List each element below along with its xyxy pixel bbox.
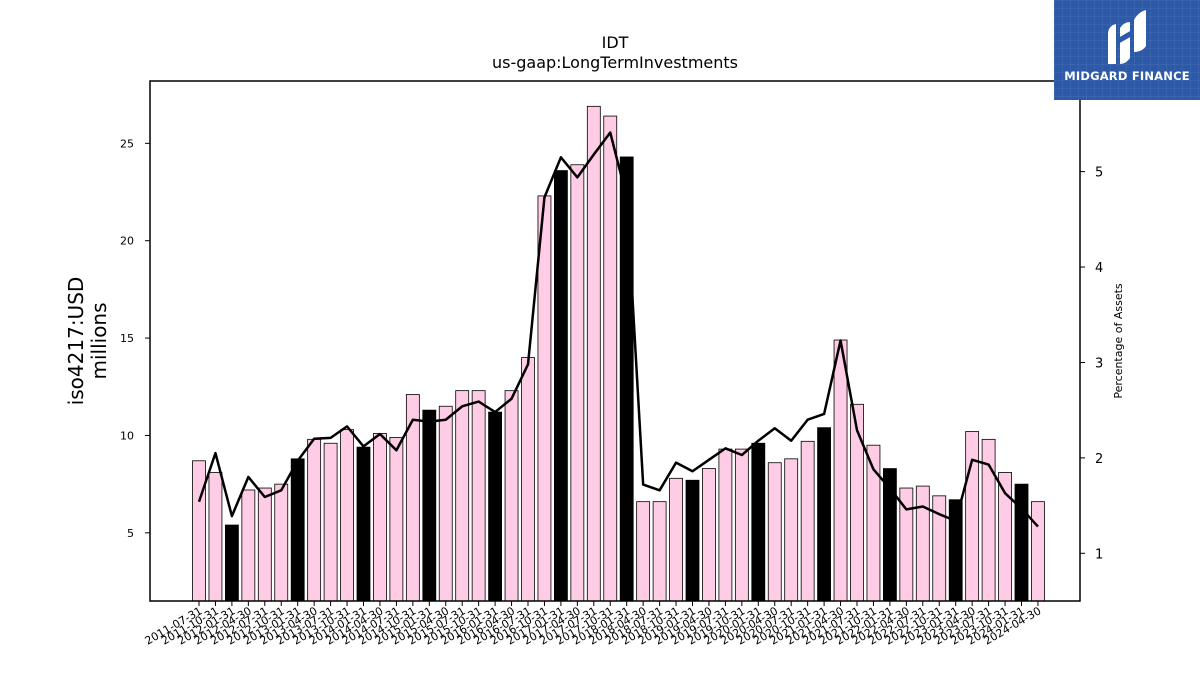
right-y-axis: 1 2 3 4 5 — [1080, 166, 1103, 562]
bar-2017-07-31 — [586, 105, 601, 602]
bar-2016-10-31 — [537, 195, 552, 602]
bar-2019-07-31 — [718, 448, 733, 602]
bar-2016-07-31 — [521, 357, 535, 602]
bar-2018-01-31 — [619, 156, 634, 602]
midgard-finance-logo: MIDGARD FINANCE — [1054, 0, 1200, 100]
bar-2012-04-30 — [241, 489, 256, 602]
bar-2012-10-31 — [274, 483, 289, 602]
percentage-line-series — [197, 131, 1039, 528]
left-tick-label: 20 — [120, 235, 134, 248]
right-tick-label: 4 — [1095, 261, 1103, 276]
chart-subtitle: us-gaap:LongTermInvestments — [492, 53, 738, 72]
left-tick-label: 15 — [120, 332, 134, 345]
bar-2022-07-31 — [915, 485, 930, 602]
right-axis-label: Percentage of Assets — [1112, 283, 1125, 399]
bar-series — [192, 105, 1045, 602]
bar-2018-04-30 — [636, 501, 651, 602]
left-tick-label: 5 — [127, 527, 134, 540]
bar-2018-10-31 — [669, 477, 683, 602]
bar-2011-07-31 — [192, 460, 206, 602]
bar-2024-01-31 — [1014, 483, 1029, 602]
bar-2019-01-31 — [685, 479, 700, 602]
bar-2013-04-30 — [307, 438, 322, 602]
bar-2018-07-31 — [652, 501, 667, 602]
bar-2020-01-31 — [751, 442, 766, 602]
bar-2012-07-31 — [257, 487, 272, 602]
bar-2015-10-31 — [471, 390, 486, 602]
bar-2023-01-31 — [948, 499, 963, 602]
left-tick-label: 10 — [120, 429, 134, 442]
plot-frame — [149, 80, 1081, 602]
chart-title: IDT — [602, 33, 629, 52]
bar-2014-07-31 — [389, 436, 404, 602]
bar-2015-07-31 — [455, 390, 470, 602]
bar-2021-01-31 — [817, 427, 831, 602]
bar-2015-04-30 — [438, 405, 453, 602]
bar-2014-01-31 — [356, 446, 371, 602]
right-tick-label: 2 — [1095, 452, 1103, 467]
right-tick-label: 5 — [1095, 166, 1103, 181]
bar-2019-04-30 — [702, 468, 716, 602]
bar-2015-01-31 — [422, 409, 437, 602]
bar-2016-04-30 — [504, 390, 519, 602]
bar-2014-04-30 — [373, 433, 387, 602]
bar-2013-10-31 — [340, 429, 354, 602]
bar-2017-10-31 — [603, 115, 618, 602]
bar-2017-01-31 — [554, 170, 568, 602]
left-tick-label: 25 — [120, 137, 134, 150]
bar-2020-10-31 — [800, 440, 815, 602]
bar-2014-10-31 — [405, 394, 420, 602]
bar-2020-07-31 — [784, 458, 799, 602]
midgard-logo-icon — [1108, 10, 1146, 64]
bar-2016-01-31 — [488, 411, 503, 602]
bar-2019-10-31 — [734, 448, 749, 602]
bar-2011-10-31 — [208, 472, 223, 602]
bar-2021-07-31 — [850, 403, 864, 602]
logo-text: MIDGARD FINANCE — [1064, 69, 1190, 83]
left-y-axis: 5 10 15 20 25 — [120, 137, 150, 540]
bar-2020-04-30 — [767, 462, 782, 602]
right-tick-label: 3 — [1095, 356, 1103, 371]
bar-2013-01-31 — [290, 458, 305, 602]
left-axis-label: iso4217:USDmillions — [64, 277, 111, 406]
x-axis: 2011-07-312011-10-312012-01-312012-04-30… — [143, 601, 1043, 648]
bar-2024-04-30 — [1031, 501, 1045, 602]
bar-2017-04-30 — [570, 164, 585, 602]
right-tick-label: 1 — [1095, 547, 1103, 562]
percentage-of-assets-line — [197, 131, 1039, 528]
bar-2021-04-30 — [833, 339, 848, 602]
bar-2012-01-31 — [224, 524, 239, 602]
bar-2023-04-30 — [965, 431, 980, 602]
bar-2013-07-31 — [323, 442, 338, 602]
